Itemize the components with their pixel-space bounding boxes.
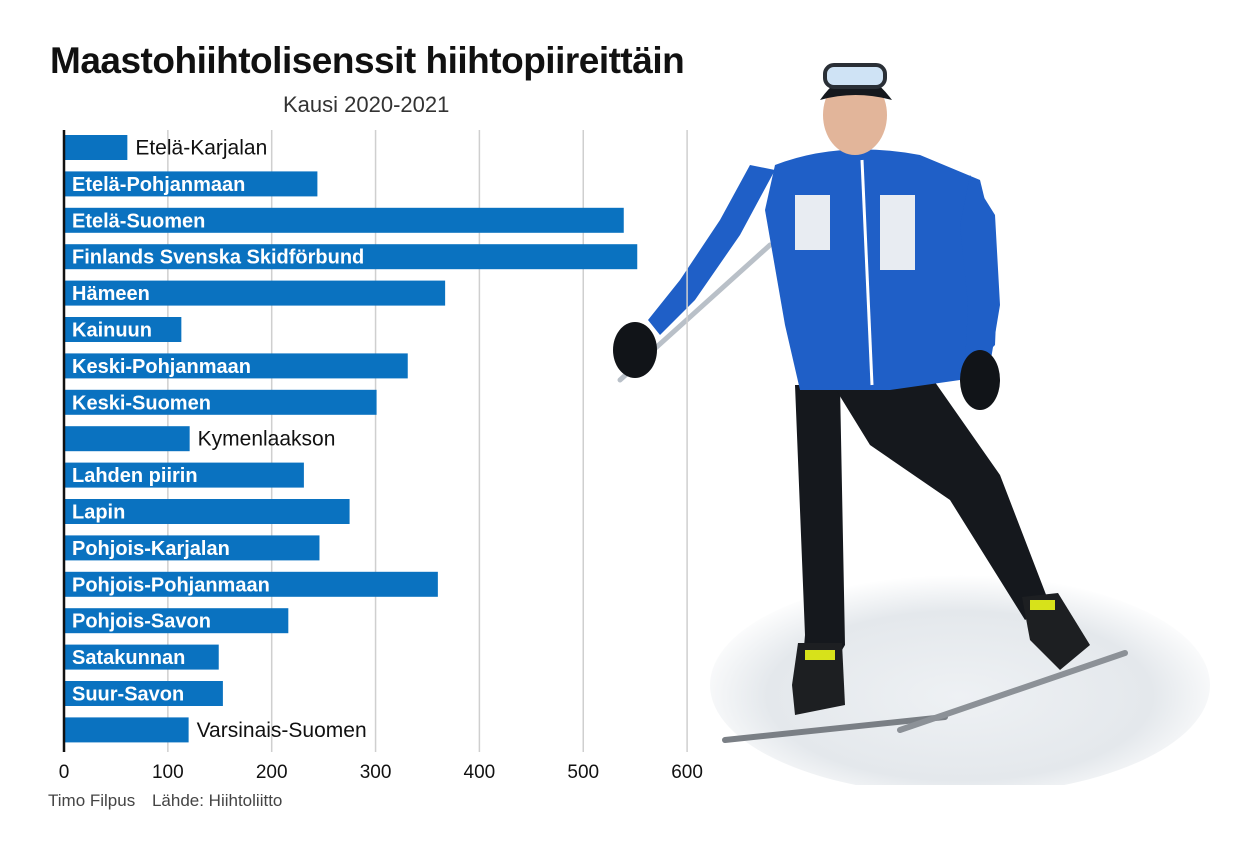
bar-label-16: Varsinais-Suomen [197, 719, 367, 742]
bar-4 [64, 280, 446, 306]
snow-ground [710, 575, 1210, 785]
sponsor-badge-right [880, 195, 915, 270]
chart-title: Maastohiihtolisenssit hiihtopiireittäin [50, 40, 685, 81]
cross-country-skier-photo [613, 63, 1210, 785]
tick-label-100: 100 [152, 762, 184, 783]
source-credit: Lähde: Hiihtoliitto [151, 791, 283, 810]
bar-label-13: Pohjois-Savon [72, 611, 211, 633]
bar-label-11: Pohjois-Karjalan [72, 538, 230, 560]
bar-chart: Etelä-Karjalan Etelä-Pohjanmaan Etelä-Suom… [59, 130, 703, 783]
left-ski [722, 714, 948, 743]
tick-label-200: 200 [256, 762, 288, 783]
right-boot-accent [1030, 600, 1055, 610]
bar-8 [64, 426, 190, 452]
right-arm [960, 175, 1000, 365]
tick-label-0: 0 [59, 762, 70, 783]
photographer-credit: Timo Filpus [48, 791, 136, 810]
bar-13 [64, 608, 289, 634]
bar-11 [64, 535, 320, 561]
left-glove [613, 322, 657, 378]
bar-label-1: Etelä-Pohjanmaan [72, 174, 245, 196]
left-boot-accent [805, 650, 835, 660]
bar-label-7: Keski-Suomen [72, 392, 211, 414]
right-ski [897, 650, 1128, 733]
bar-label-15: Suur-Savon [72, 684, 184, 706]
bar-12 [64, 571, 438, 597]
bar-1 [64, 171, 318, 197]
bar-14 [64, 644, 219, 670]
left-boot [792, 643, 845, 715]
bar-label-10: Lapin [72, 502, 125, 524]
bar-5 [64, 317, 182, 342]
jacket-zipper [860, 159, 874, 386]
chart-subtitle: Kausi 2020-2021 [283, 92, 450, 117]
bar-label-14: Satakunnan [72, 647, 185, 669]
tick-label-400: 400 [464, 762, 496, 783]
left-leg [795, 385, 845, 695]
left-arm [648, 165, 775, 335]
bar-label-9: Lahden piirin [72, 465, 198, 487]
bar-label-6: Keski-Pohjanmaan [72, 356, 251, 378]
tick-label-500: 500 [567, 762, 599, 783]
right-leg [830, 375, 1050, 620]
bar-6 [64, 353, 408, 379]
bar-label-8: Kymenlaakson [198, 428, 336, 451]
bar-label-3: Finlands Svenska Skidförbund [72, 247, 364, 269]
tick-label-300: 300 [360, 762, 392, 783]
bar-9 [64, 462, 304, 488]
right-glove [960, 350, 1000, 410]
bar-label-0: Etelä-Karjalan [135, 137, 267, 160]
bar-label-2: Etelä-Suomen [72, 210, 205, 232]
right-boot [1022, 593, 1090, 670]
sponsor-badge-left [795, 195, 830, 250]
bar-7 [64, 389, 377, 415]
tick-label-600: 600 [671, 762, 703, 783]
credits: Timo Filpus Lähde: Hiihtoliitto [48, 791, 294, 811]
skier-goggles [823, 63, 887, 89]
bar-label-4: Hämeen [72, 283, 150, 305]
bar-3 [64, 244, 638, 270]
bar-15 [64, 681, 223, 706]
bar-2 [64, 207, 624, 233]
bar-label-5: Kainuun [72, 320, 152, 342]
bar-label-12: Pohjois-Pohjanmaan [72, 574, 270, 596]
bar-16 [64, 717, 189, 743]
bar-0 [64, 135, 128, 160]
bar-10 [64, 499, 350, 524]
